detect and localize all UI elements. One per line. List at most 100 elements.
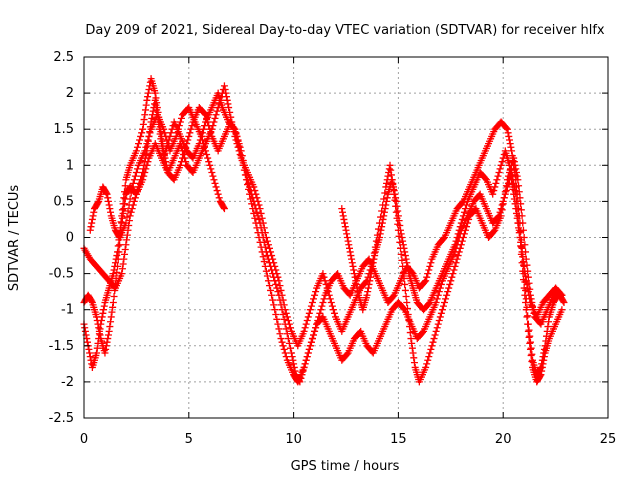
data-point-marker [490,187,498,195]
data-point-marker [455,226,463,234]
data-point-marker [515,224,523,232]
data-point-marker [394,212,402,220]
data-point-marker [203,114,211,122]
data-point-marker [269,296,277,304]
data-point-marker [116,241,124,249]
data-point-marker [213,187,221,195]
data-point-marker [144,136,152,144]
data-point-marker [301,360,309,368]
data-point-marker [202,147,210,155]
data-point-marker [306,306,314,314]
data-point-marker [285,320,293,328]
data-point-marker [88,297,96,305]
data-point-marker [128,205,136,213]
data-point-marker [558,291,566,299]
x-axis-label: GPS time / hours [291,459,400,474]
data-point-marker [285,339,293,347]
data-point-marker [452,259,460,267]
data-point-marker [120,194,128,202]
data-point-marker [83,338,91,346]
data-point-marker [408,268,416,276]
data-point-marker [342,226,350,234]
data-point-marker [212,183,220,191]
data-point-marker [518,212,526,220]
data-point-marker [107,313,115,321]
data-point-marker [138,129,146,137]
data-point-marker [324,288,332,296]
data-point-marker [401,248,409,256]
data-point-marker [226,108,234,116]
data-point-marker [396,226,404,234]
data-point-marker [523,280,531,288]
data-point-marker [173,129,181,137]
data-point-marker [326,295,334,303]
data-point-marker [395,217,403,225]
data-point-marker [146,129,154,137]
data-point-marker [234,143,242,151]
data-point-marker [349,262,357,270]
data-point-marker [141,147,149,155]
data-point-marker [432,298,440,306]
data-point-marker [499,200,507,208]
data-point-marker [458,215,466,223]
data-point-marker [265,244,273,252]
data-point-marker [207,165,215,173]
data-point-marker [286,344,294,352]
data-point-marker [451,241,459,249]
data-point-marker [385,165,393,173]
data-point-marker [251,214,259,222]
data-point-marker [350,270,358,278]
data-point-marker [88,219,96,227]
x-tick-label: 15 [390,432,407,447]
data-point-marker [96,331,104,339]
data-point-marker [304,349,312,357]
x-tick-label: 10 [285,432,302,447]
data-point-marker [525,326,533,334]
data-point-marker [87,223,95,231]
y-tick-label: 0.5 [53,194,74,209]
data-point-marker [121,250,129,258]
data-point-marker [181,154,189,162]
data-point-marker [159,142,167,150]
data-point-marker [522,272,530,280]
data-point-marker [526,338,534,346]
data-point-marker [109,270,117,278]
data-point-marker [183,140,191,148]
data-point-marker [419,329,427,337]
data-point-marker [321,277,329,285]
data-point-marker [369,262,377,270]
data-point-marker [263,237,271,245]
x-tick-label: 20 [495,432,512,447]
data-point-marker [182,158,190,166]
data-point-marker [221,85,229,93]
data-point-marker [455,248,463,256]
data-point-marker [104,197,112,205]
data-point-marker [456,223,464,231]
data-point-marker [88,215,96,223]
data-point-marker [393,202,401,210]
data-point-marker [158,137,166,145]
data-point-marker [425,353,433,361]
data-point-marker [330,309,338,317]
data-point-marker [206,161,214,169]
data-point-marker [270,259,278,267]
data-point-marker [160,125,168,133]
data-point-marker [457,219,465,227]
data-point-marker [105,327,113,335]
data-point-marker [364,284,372,292]
data-point-marker [305,345,313,353]
data-point-marker [307,338,315,346]
data-point-marker [246,190,254,198]
data-point-marker [343,230,351,238]
data-point-marker [381,205,389,213]
data-point-marker [104,331,112,339]
data-point-marker [352,280,360,288]
data-point-marker [403,262,411,270]
data-point-marker [282,325,290,333]
data-point-marker [133,143,141,151]
data-point-marker [453,255,461,263]
y-axis-label: SDTVAR / TECUs [7,185,22,292]
data-point-marker [209,122,217,130]
data-point-marker [384,172,392,180]
data-point-marker [378,223,386,231]
